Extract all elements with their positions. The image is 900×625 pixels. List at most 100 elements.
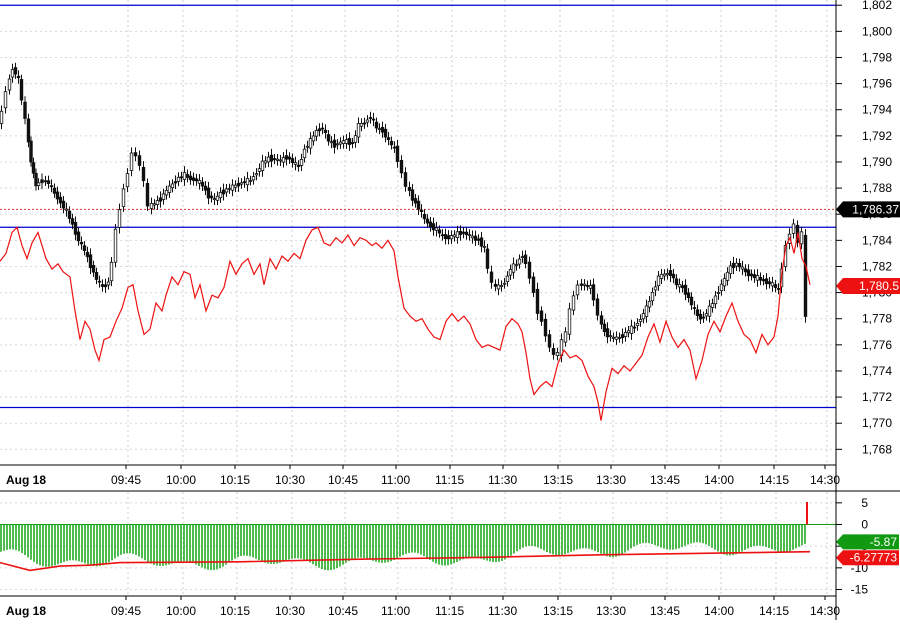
candle-body: [58, 196, 63, 204]
candle-body: [611, 336, 616, 339]
candle-body: [377, 128, 382, 130]
value-tag: [836, 550, 899, 566]
candle-body: [191, 177, 196, 181]
candle-body: [659, 273, 664, 279]
candle-body: [248, 180, 253, 182]
candle-body: [103, 284, 108, 288]
overlay-series: [0, 226, 811, 421]
candle-body: [158, 197, 163, 202]
candle-body: [149, 203, 154, 209]
candle-body: [719, 283, 724, 292]
candle-body: [773, 284, 778, 288]
candle-body: [141, 166, 146, 182]
x-tick-label: 13:30: [596, 473, 626, 487]
candle-body: [452, 234, 457, 238]
candle-body: [16, 75, 21, 79]
candle-body: [266, 156, 271, 163]
x-tick-label: 14:00: [704, 604, 734, 618]
candle-body: [623, 331, 628, 337]
value-tag-label: -6.27773: [850, 551, 898, 565]
candle-body: [535, 288, 540, 314]
candle-body: [34, 172, 38, 187]
price-tag-label: 1,780.5: [859, 279, 899, 293]
candle-body: [496, 284, 501, 290]
y-tick-label: 1,784: [862, 233, 892, 247]
candle-body: [206, 187, 211, 199]
candle-body: [416, 200, 421, 210]
candle-body: [314, 129, 319, 137]
candle-body: [290, 158, 295, 164]
candle-body: [731, 262, 736, 269]
candle-body: [245, 177, 250, 186]
price-series: [0, 62, 808, 363]
candle-body: [353, 135, 358, 143]
candle-body: [743, 268, 748, 273]
candle-body: [571, 295, 576, 311]
candle-body: [567, 308, 572, 335]
candle-body: [272, 158, 277, 160]
indicator-time-axis: Aug 18 09:45 10:00 10:15 10:30 10:45 11:00 11:1…: [0, 595, 840, 618]
candle-body: [695, 309, 700, 317]
candle-body: [164, 190, 169, 196]
x-tick-label: 11:00: [381, 473, 410, 487]
candle-body: [740, 266, 745, 270]
candle-body: [505, 275, 510, 282]
candle-body: [502, 282, 507, 285]
candle-body: [410, 189, 415, 201]
candle-body: [239, 182, 244, 185]
y-tick-label: 1,796: [862, 77, 892, 91]
candle-body: [582, 283, 587, 286]
y-tick-label: 1,788: [862, 181, 892, 195]
candle-body: [437, 229, 442, 234]
candle-body: [473, 235, 478, 241]
candle-body: [680, 285, 685, 289]
candle-body: [145, 182, 150, 207]
candle-body: [299, 159, 304, 166]
x-tick-label: 10:30: [275, 473, 305, 487]
candle-body: [551, 348, 556, 355]
candle-body: [413, 198, 418, 204]
candle-body: [599, 315, 604, 325]
candle-body: [338, 141, 343, 145]
y-tick-label: 1,776: [862, 338, 892, 352]
overlay-line: [0, 226, 811, 421]
candle-body: [671, 273, 676, 279]
candle-body: [629, 325, 634, 334]
candle-body: [224, 188, 229, 193]
y-tick-label: 5: [861, 496, 868, 510]
candle-body: [461, 231, 466, 234]
signal-line: [0, 550, 811, 572]
candle-body: [341, 140, 346, 144]
candle-body: [194, 178, 199, 182]
candle-body: [129, 152, 134, 171]
candle-body: [799, 231, 804, 245]
x-tick-label: 13:15: [543, 473, 573, 487]
price-tag-label: 1,786.37: [852, 202, 899, 216]
candle-body: [161, 193, 166, 200]
candle-body: [173, 181, 178, 184]
x-tick-label: 10:45: [328, 604, 358, 618]
candle-body: [608, 335, 613, 338]
candle-body: [311, 135, 316, 142]
candle-body: [403, 172, 408, 187]
candle-body: [320, 127, 325, 130]
candle-body: [428, 221, 433, 227]
candle-body: [431, 223, 436, 231]
candle-body: [758, 277, 763, 281]
candle-body: [547, 334, 552, 348]
candle-body: [591, 284, 596, 301]
y-tick-label: 1,770: [862, 416, 892, 430]
candle-body: [106, 281, 111, 286]
x-tick-label: 10:00: [166, 473, 196, 487]
candle-body: [638, 319, 643, 323]
candle-body: [329, 141, 334, 144]
candle-body: [707, 305, 712, 317]
candle-body: [632, 326, 637, 329]
candle-body: [170, 183, 175, 189]
candle-body: [539, 310, 544, 322]
y-tick-label: 1,794: [862, 103, 892, 117]
date-label: Aug 18: [6, 473, 46, 487]
candle-body: [3, 91, 8, 109]
